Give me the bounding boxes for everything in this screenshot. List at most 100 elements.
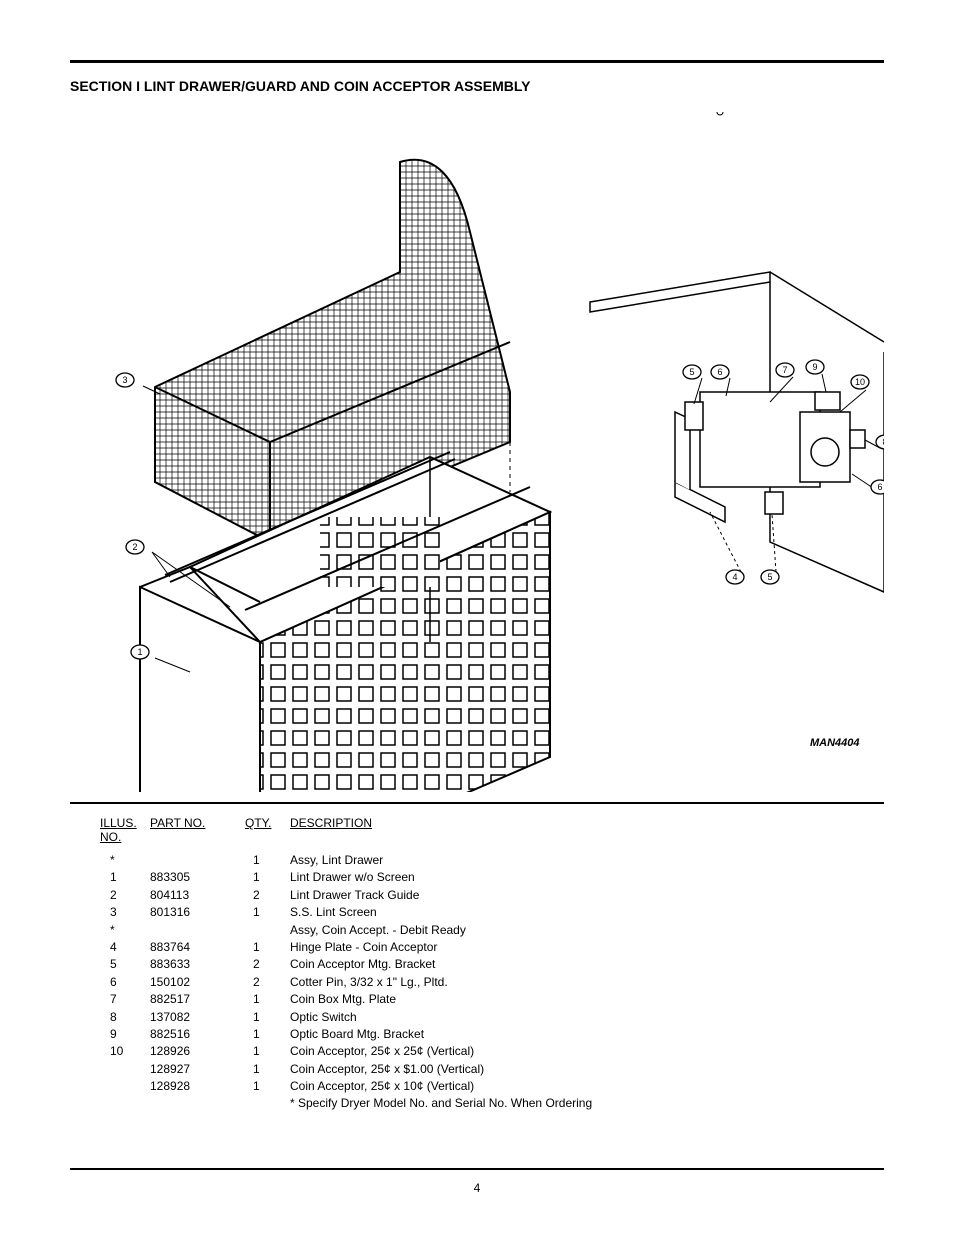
header-part: PART NO. [150,816,245,844]
row-desc: Coin Acceptor, 25¢ x $1.00 (Vertical) [290,1061,884,1078]
row-desc: Hinge Plate - Coin Acceptor [290,939,884,956]
row-desc: Optic Board Mtg. Bracket [290,1026,884,1043]
header-desc: DESCRIPTION [290,816,884,844]
page-number: 4 [0,1181,954,1195]
row-part: 883305 [150,869,245,886]
row-part [150,852,245,869]
row-illus [70,1061,150,1078]
row-illus: 5 [70,956,150,973]
row-qty: 1 [245,1061,290,1078]
row-illus: 7 [70,991,150,1008]
row-qty: 1 [245,1009,290,1026]
row-part: 801316 [150,904,245,921]
row-part [150,1095,245,1112]
row-qty: 1 [245,852,290,869]
row-part [150,922,245,939]
row-illus: 6 [70,974,150,991]
row-part: 804113 [150,887,245,904]
parts-row: 58836332Coin Acceptor Mtg. Bracket [70,956,884,973]
parts-row: 48837641Hinge Plate - Coin Acceptor [70,939,884,956]
row-illus: 8 [70,1009,150,1026]
mid-rule [70,802,884,804]
row-part: 883764 [150,939,245,956]
parts-row: 28041132Lint Drawer Track Guide [70,887,884,904]
row-desc: Cotter Pin, 3/32 x 1" Lg., Pltd. [290,974,884,991]
row-qty: 1 [245,1043,290,1060]
parts-row: 61501022Cotter Pin, 3/32 x 1" Lg., Pltd. [70,974,884,991]
header-qty: QTY. [245,816,290,844]
row-qty [245,922,290,939]
row-qty [245,1095,290,1112]
row-qty: 1 [245,869,290,886]
row-part: 128927 [150,1061,245,1078]
row-qty: 2 [245,956,290,973]
svg-text:4: 4 [732,572,737,582]
row-desc: Coin Box Mtg. Plate [290,991,884,1008]
row-illus: 4 [70,939,150,956]
row-desc: Coin Acceptor, 25¢ x 10¢ (Vertical) [290,1078,884,1095]
row-qty: 1 [245,991,290,1008]
row-qty: 2 [245,887,290,904]
row-illus [70,1095,150,1112]
row-desc: S.S. Lint Screen [290,904,884,921]
row-part: 882516 [150,1026,245,1043]
row-desc: Assy, Lint Drawer [290,852,884,869]
parts-row: 78825171Coin Box Mtg. Plate [70,991,884,1008]
row-desc: Lint Drawer w/o Screen [290,869,884,886]
svg-text:9: 9 [812,362,817,372]
section-title: SECTION I LINT DRAWER/GUARD AND COIN ACC… [70,78,884,94]
row-qty: 1 [245,1026,290,1043]
row-qty: 1 [245,939,290,956]
svg-text:6: 6 [717,367,722,377]
parts-row: * 1Assy, Lint Drawer [70,852,884,869]
parts-row: 81370821Optic Switch [70,1009,884,1026]
row-illus [70,1078,150,1095]
row-illus: 10 [70,1043,150,1060]
diagram-svg: 1234556678910 [70,112,884,792]
row-desc: * Specify Dryer Model No. and Serial No.… [290,1095,884,1112]
row-illus: 2 [70,887,150,904]
row-part: 128926 [150,1043,245,1060]
row-illus: 3 [70,904,150,921]
parts-row: * Specify Dryer Model No. and Serial No.… [70,1095,884,1112]
parts-row: 1289271Coin Acceptor, 25¢ x $1.00 (Verti… [70,1061,884,1078]
row-desc: Coin Acceptor Mtg. Bracket [290,956,884,973]
row-illus: 1 [70,869,150,886]
svg-text:2: 2 [132,542,137,552]
parts-row: 18833051Lint Drawer w/o Screen [70,869,884,886]
row-qty: 1 [245,1078,290,1095]
parts-row: 38013161S.S. Lint Screen [70,904,884,921]
svg-text:3: 3 [122,375,127,385]
row-desc: Coin Acceptor, 25¢ x 25¢ (Vertical) [290,1043,884,1060]
parts-row: 101289261Coin Acceptor, 25¢ x 25¢ (Verti… [70,1043,884,1060]
svg-text:5: 5 [689,367,694,377]
parts-row: * Assy, Coin Accept. - Debit Ready [70,922,884,939]
row-qty: 2 [245,974,290,991]
parts-row: 1289281Coin Acceptor, 25¢ x 10¢ (Vertica… [70,1078,884,1095]
row-part: 150102 [150,974,245,991]
row-part: 883633 [150,956,245,973]
row-part: 882517 [150,991,245,1008]
svg-text:7: 7 [782,365,787,375]
row-desc: Lint Drawer Track Guide [290,887,884,904]
exploded-diagram: 1234556678910 MAN4404 [70,112,884,792]
column-headers: ILLUS. NO. PART NO. QTY. DESCRIPTION [70,816,884,844]
svg-text:1: 1 [137,647,142,657]
svg-text:10: 10 [855,377,865,387]
row-illus: * [70,922,150,939]
svg-text:5: 5 [767,572,772,582]
man-label: MAN4404 [810,737,860,749]
row-desc: Optic Switch [290,1009,884,1026]
parts-row: 98825161Optic Board Mtg. Bracket [70,1026,884,1043]
row-illus: * [70,852,150,869]
row-qty: 1 [245,904,290,921]
bottom-rule [70,1168,884,1170]
parts-list: *1Assy, Lint Drawer18833051Lint Drawer w… [70,852,884,1113]
header-illus: ILLUS. NO. [70,816,150,844]
row-part: 137082 [150,1009,245,1026]
row-part: 128928 [150,1078,245,1095]
row-illus: 9 [70,1026,150,1043]
row-desc: Assy, Coin Accept. - Debit Ready [290,922,884,939]
svg-text:8: 8 [882,437,884,447]
top-rule [70,60,884,63]
